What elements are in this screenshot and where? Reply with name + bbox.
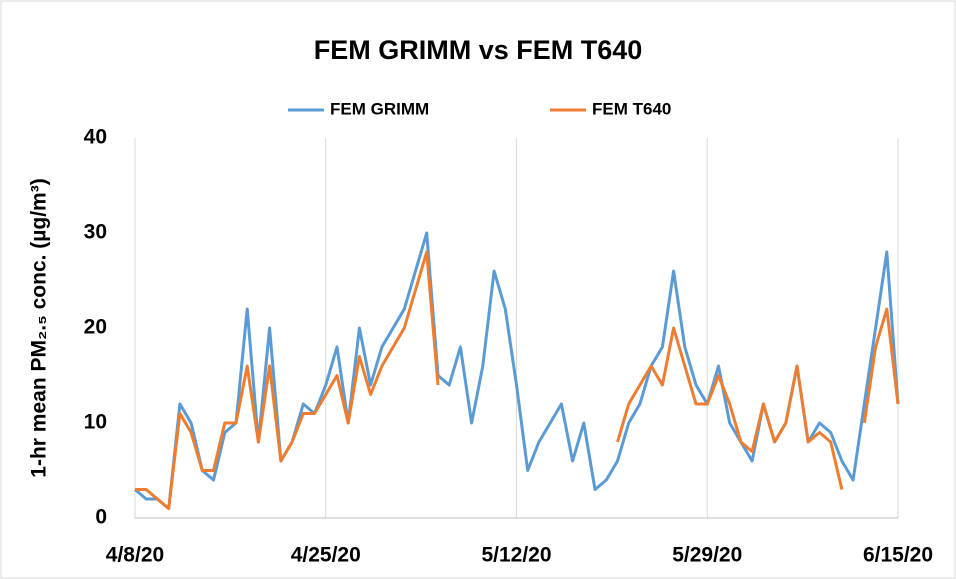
x-tick-label: 5/12/20 [481, 544, 551, 567]
y-tick-label: 40 [84, 126, 107, 149]
y-tick-label: 10 [84, 411, 107, 434]
chart-title: FEM GRIMM vs FEM T640 [314, 35, 643, 65]
series-line [135, 250, 900, 510]
legend-label: FEM GRIMM [330, 99, 429, 118]
legend-label: FEM T640 [592, 99, 671, 118]
x-tick-label: 6/15/20 [863, 544, 933, 567]
y-axis-label: 1-hr mean PM₂.₅ conc. (µg/m³) [28, 178, 51, 477]
y-tick-label: 20 [84, 316, 107, 339]
y-tick-label: 0 [95, 506, 107, 529]
x-tick-label: 4/8/20 [106, 544, 164, 567]
x-tick-label: 5/29/20 [672, 544, 742, 567]
x-tick-label: 4/25/20 [291, 544, 361, 567]
y-tick-label: 30 [84, 221, 107, 244]
